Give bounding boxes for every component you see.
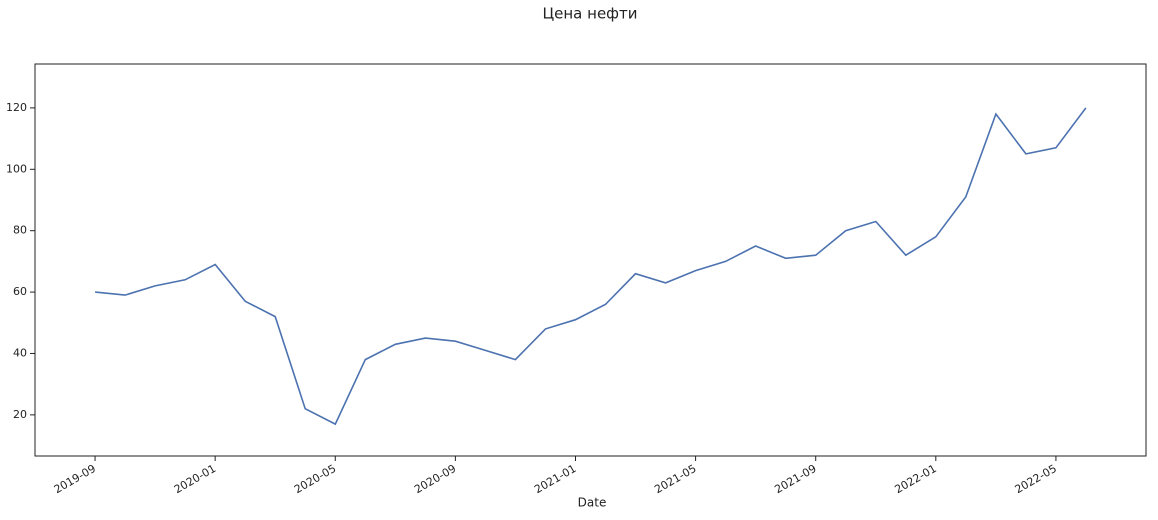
x-tick-label: 2020-01	[172, 462, 218, 496]
plot-frame	[34, 63, 1147, 457]
y-tick-label: 40	[13, 346, 27, 359]
x-tick-label: 2022-01	[893, 462, 939, 496]
x-tick-label: 2021-01	[532, 462, 578, 496]
y-tick-label: 80	[13, 224, 27, 237]
x-tick-label: 2021-09	[772, 462, 818, 496]
y-tick-label: 20	[13, 408, 27, 421]
x-tick-label: 2020-09	[412, 462, 458, 496]
y-tick-label: 120	[6, 101, 27, 114]
y-tick-label: 100	[6, 162, 27, 175]
price-line	[95, 107, 1087, 426]
x-axis-label: Date	[578, 496, 607, 510]
x-tick-label: 2021-05	[652, 462, 698, 496]
y-tick-label: 60	[13, 285, 27, 298]
chart-title: Цена нефти	[543, 5, 638, 23]
x-tick-label: 2020-05	[292, 462, 338, 496]
x-tick-label: 2019-09	[52, 462, 98, 496]
x-tick-label: 2022-05	[1013, 462, 1059, 496]
